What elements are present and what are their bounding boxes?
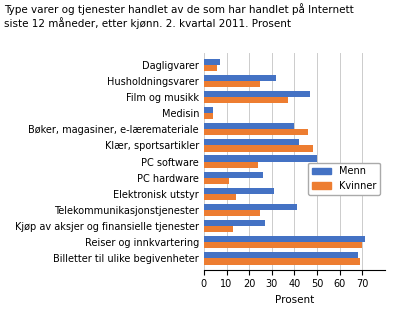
Bar [204,97,288,103]
Bar [204,194,236,200]
Bar [204,226,233,232]
Bar [204,75,276,81]
Bar [204,172,263,178]
Bar [204,91,310,97]
Bar [204,129,308,135]
Bar [204,236,365,242]
Bar [204,204,297,210]
Bar [204,81,260,87]
Legend: Menn, Kvinner: Menn, Kvinner [308,163,380,195]
Bar [204,162,258,168]
Bar [204,145,312,152]
Bar [204,156,317,162]
Bar [204,123,294,129]
Bar [204,220,265,226]
Bar [204,178,229,184]
Text: Type varer og tjenester handlet av de som har handlet på Internett
siste 12 måne: Type varer og tjenester handlet av de so… [4,3,354,29]
Bar [204,107,213,113]
X-axis label: Prosent: Prosent [275,295,314,305]
Bar [204,188,274,194]
Bar [204,242,362,248]
Bar [204,259,360,265]
Bar [204,139,299,145]
Bar [204,252,358,259]
Bar [204,65,218,71]
Bar [204,59,220,65]
Bar [204,113,213,119]
Bar [204,210,260,216]
